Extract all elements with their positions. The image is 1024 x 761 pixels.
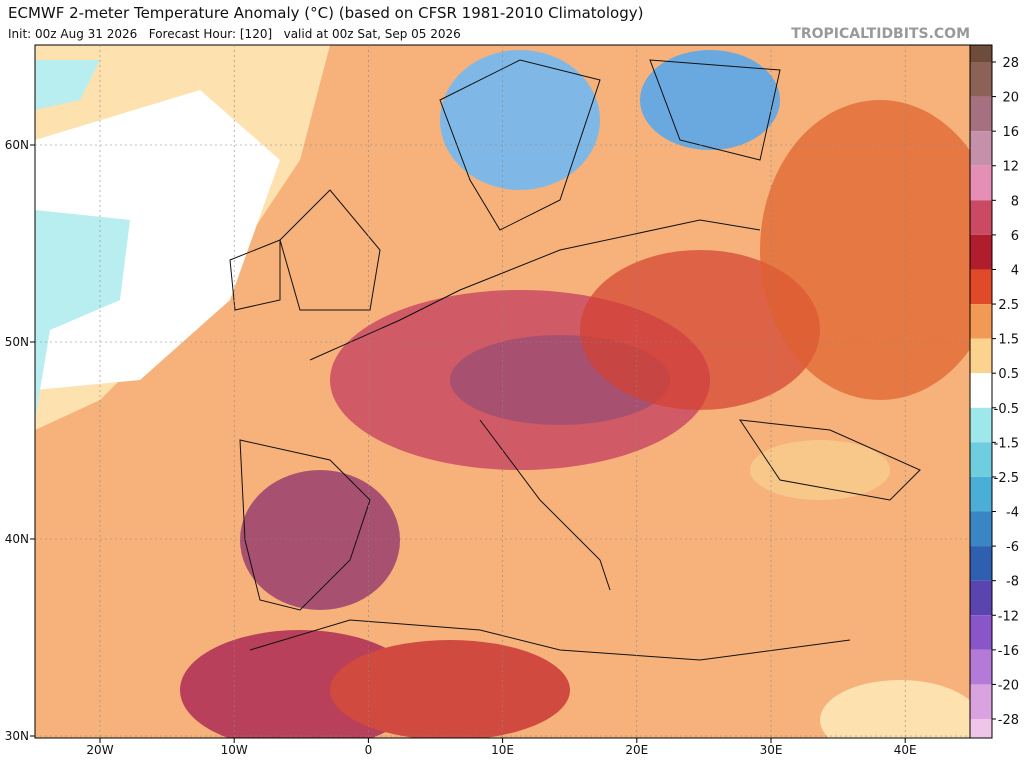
colorbar: 28 20 16 12 8 6 4 2.5 1.5 0.5 -0.5 -1.5 -2.5 -4 -6 -8 -1…	[969, 44, 1019, 739]
colorbar-swatch	[970, 511, 992, 547]
colorbar-label: -16	[998, 644, 1019, 659]
colorbar-label: -6	[1006, 540, 1019, 555]
colorbar-swatch	[970, 476, 992, 512]
colorbar-frame	[969, 44, 993, 739]
colorbar-swatch	[970, 546, 992, 581]
colorbar-label: 20	[1002, 91, 1019, 106]
colorbar-swatch	[970, 96, 992, 132]
lon-label: 10W	[221, 743, 248, 757]
colorbar-label: 4	[1011, 263, 1019, 278]
colorbar-swatch	[970, 165, 992, 201]
colorbar-label: 28	[1002, 56, 1019, 71]
subtitle: Init: 00z Aug 31 2026 Forecast Hour: [12…	[8, 27, 461, 41]
colorbar-swatch	[970, 45, 992, 62]
lon-label: 30E	[760, 743, 783, 757]
lat-label: 40N	[5, 532, 29, 546]
colorbar-label: 16	[1002, 125, 1019, 140]
colorbar-swatch	[970, 131, 992, 166]
colorbar-swatch	[970, 407, 992, 443]
lon-label: 20E	[625, 743, 648, 757]
colorbar-label: -8	[1006, 575, 1019, 590]
lon-label: 10E	[491, 743, 514, 757]
colorbar-swatch	[970, 442, 992, 477]
colorbar-label: -20	[998, 678, 1019, 693]
colorbar-swatch	[970, 719, 992, 738]
colorbar-swatch	[970, 304, 992, 339]
colorbar-label: -12	[998, 609, 1019, 624]
colorbar-label: -2.5	[994, 471, 1019, 486]
lat-label: 50N	[5, 335, 29, 349]
colorbar-label: -1.5	[994, 436, 1019, 451]
colorbar-swatch	[970, 338, 992, 374]
title: ECMWF 2-meter Temperature Anomaly (°C) (…	[8, 4, 643, 22]
lon-label: 40E	[894, 743, 917, 757]
colorbar-swatch	[970, 580, 992, 616]
colorbar-label: -0.5	[994, 402, 1019, 417]
colorbar-swatch	[970, 62, 992, 97]
colorbar-label: -28	[998, 713, 1019, 728]
map: 60N 50N 40N 30N 20W 10W 0 10E 20E 30E 40E	[5, 44, 971, 757]
lon-label: 0	[365, 743, 373, 757]
brand: TROPICALTIDBITS.COM	[791, 26, 970, 42]
colorbar-label: 1.5	[998, 333, 1019, 348]
colorbar-label: 8	[1011, 194, 1019, 209]
colorbar-swatch	[970, 373, 992, 408]
lat-label: 60N	[5, 138, 29, 152]
colorbar-swatch	[970, 200, 992, 235]
colorbar-label: 6	[1011, 229, 1019, 244]
colorbar-label: 2.5	[998, 298, 1019, 313]
lon-label: 20W	[86, 743, 113, 757]
colorbar-label: -4	[1006, 506, 1019, 521]
colorbar-swatch	[970, 234, 992, 270]
lat-label: 30N	[5, 729, 29, 743]
colorbar-swatch	[970, 269, 992, 305]
colorbar-label: 12	[1002, 160, 1019, 175]
colorbar-swatch	[970, 615, 992, 650]
colorbar-swatch	[970, 649, 992, 685]
colorbar-label: 0.5	[998, 367, 1019, 382]
colorbar-swatch	[970, 684, 992, 719]
